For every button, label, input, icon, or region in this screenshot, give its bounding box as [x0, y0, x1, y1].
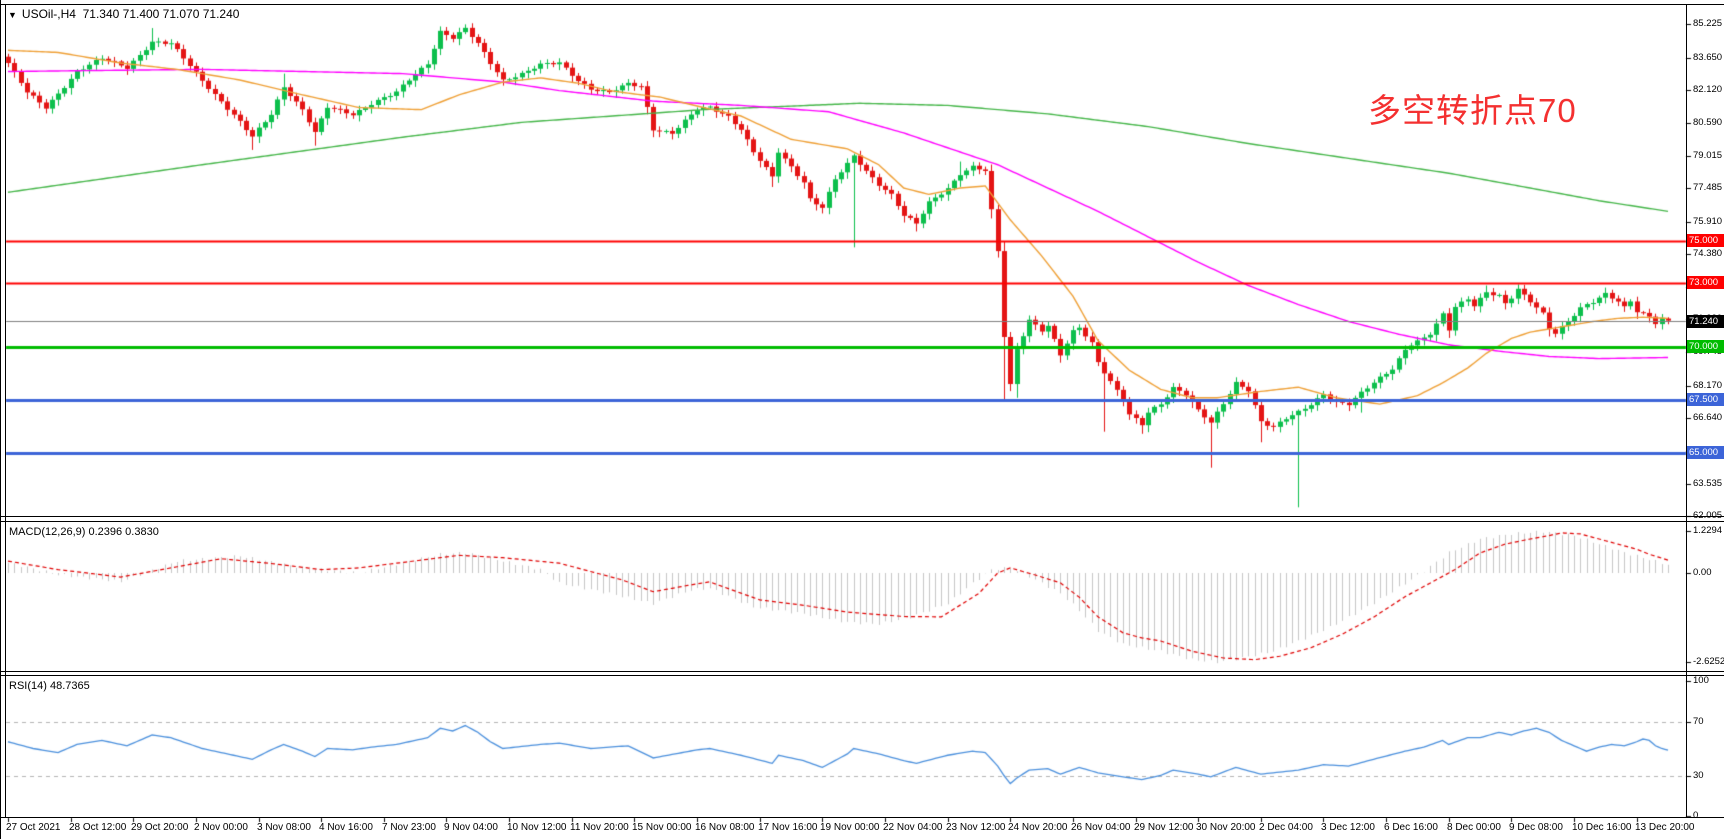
- symbol-name: USOil-,H4: [21, 7, 76, 21]
- macd-indicator-label: MACD(12,26,9) 0.2396 0.3830: [9, 526, 159, 538]
- time-axis-label: 29 Oct 20:00: [131, 822, 189, 833]
- time-axis-label: 27 Oct 2021: [6, 822, 61, 833]
- price-axis-label: 80.590: [1693, 117, 1723, 128]
- symbol-dropdown-icon[interactable]: ▼: [8, 10, 17, 20]
- time-axis-label: 8 Dec 00:00: [1447, 822, 1501, 833]
- rsi-axis-label: 100: [1693, 675, 1709, 686]
- time-axis-label: 3 Nov 08:00: [257, 822, 311, 833]
- time-axis-label: 15 Nov 00:00: [632, 822, 692, 833]
- rsi-axis-label: 30: [1693, 770, 1704, 781]
- macd-axis-label: 0.00: [1693, 567, 1712, 578]
- annotation-text: 多空转折点70: [1368, 92, 1577, 129]
- price-axis-label: 74.380: [1693, 248, 1723, 259]
- time-axis-label: 4 Nov 16:00: [319, 822, 373, 833]
- macd-axis-label: 1.2294: [1693, 525, 1723, 536]
- time-axis-label: 10 Dec 16:00: [1572, 822, 1632, 833]
- chart-top-border: [0, 4, 1724, 5]
- price-axis-label: 83.650: [1693, 52, 1723, 63]
- rsi-separator-bottom[interactable]: [0, 675, 1724, 676]
- price-axis-label: 66.640: [1693, 412, 1723, 423]
- price-axis-label: 68.170: [1693, 380, 1723, 391]
- time-axis-label: 9 Dec 08:00: [1509, 822, 1563, 833]
- time-axis-label: 9 Nov 04:00: [444, 822, 498, 833]
- rsi-name: RSI(14): [9, 680, 47, 692]
- rsi-axis-label: 70: [1693, 716, 1704, 727]
- price-axis-label: 62.005: [1693, 510, 1723, 521]
- window-left-border: [0, 0, 1, 839]
- level-price-box: 65.000: [1687, 446, 1724, 459]
- macd-axis-label: -2.6252: [1693, 656, 1724, 667]
- time-axis-label: 29 Nov 12:00: [1134, 822, 1194, 833]
- current-price-box: 71.240: [1687, 314, 1724, 328]
- ohlc-values: 71.340 71.400 71.070 71.240: [82, 7, 240, 21]
- level-price-box: 67.500: [1687, 393, 1724, 406]
- time-axis-label: 3 Dec 12:00: [1321, 822, 1375, 833]
- symbol-header: ▼ USOil-,H4 71.340 71.400 71.070 71.240: [8, 7, 239, 21]
- price-axis-label: 63.535: [1693, 478, 1723, 489]
- time-axis-label: 24 Nov 20:00: [1008, 822, 1068, 833]
- macd-separator-bottom[interactable]: [0, 521, 1724, 522]
- macd-current-values: 0.2396 0.3830: [88, 526, 159, 538]
- price-axis-label: 82.120: [1693, 84, 1723, 95]
- time-axis-label: 13 Dec 20:00: [1635, 822, 1695, 833]
- rsi-axis-label: 0: [1693, 810, 1699, 821]
- time-axis-label: 2 Nov 00:00: [194, 822, 248, 833]
- rsi-current-value: 48.7365: [49, 680, 90, 692]
- price-axis-label: 75.910: [1693, 216, 1723, 227]
- price-axis-label: 85.225: [1693, 18, 1723, 29]
- time-axis-label: 22 Nov 04:00: [883, 822, 943, 833]
- level-price-box: 73.000: [1687, 276, 1724, 289]
- plot-left-border: [5, 4, 6, 817]
- macd-name: MACD(12,26,9): [9, 526, 86, 538]
- time-axis-label: 6 Dec 16:00: [1384, 822, 1438, 833]
- time-axis-label: 16 Nov 08:00: [695, 822, 755, 833]
- time-axis-label: 17 Nov 16:00: [758, 822, 818, 833]
- time-axis-label: 11 Nov 20:00: [570, 822, 629, 833]
- price-axis-label: 77.485: [1693, 182, 1723, 193]
- time-axis-label: 7 Nov 23:00: [382, 822, 436, 833]
- rsi-separator-top: [0, 671, 1724, 672]
- macd-separator-top: [0, 516, 1724, 517]
- rsi-indicator-label: RSI(14) 48.7365: [9, 680, 90, 692]
- time-axis-label: 26 Nov 04:00: [1071, 822, 1131, 833]
- time-axis-label: 23 Nov 12:00: [946, 822, 1006, 833]
- price-axis-label: 79.015: [1693, 150, 1723, 161]
- time-axis-label: 30 Nov 20:00: [1196, 822, 1256, 833]
- price-axis-border: [1686, 4, 1687, 817]
- time-axis-label: 10 Nov 12:00: [507, 822, 567, 833]
- time-axis-label: 2 Dec 04:00: [1259, 822, 1313, 833]
- level-price-box: 70.000: [1687, 340, 1724, 353]
- time-axis-border: [0, 817, 1724, 818]
- time-axis-label: 19 Nov 00:00: [820, 822, 880, 833]
- time-axis-label: 28 Oct 12:00: [69, 822, 127, 833]
- level-price-box: 75.000: [1687, 234, 1724, 247]
